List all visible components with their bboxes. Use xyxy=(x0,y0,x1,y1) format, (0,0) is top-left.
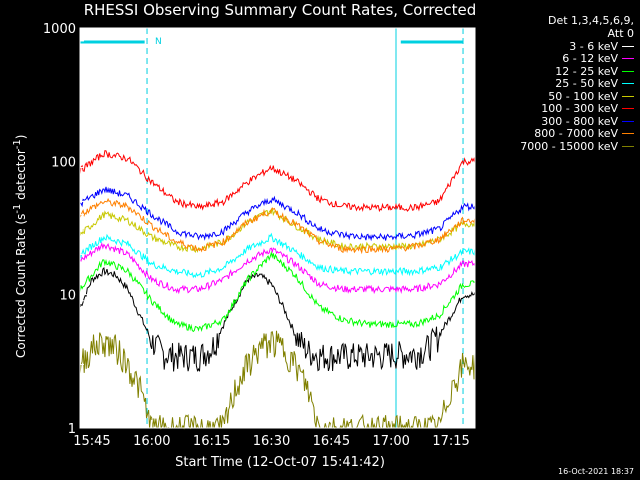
series-25-50keV-line xyxy=(79,232,476,279)
y-axis-label-exp-1: -1 xyxy=(12,203,23,214)
legend-swatch xyxy=(622,120,634,122)
legend-item: 3 - 6 keV xyxy=(474,40,634,53)
series-path xyxy=(79,242,476,295)
y-axis-label-part-1: Corrected Count Rate (s xyxy=(14,213,28,358)
series-path xyxy=(79,186,476,242)
legend-swatch xyxy=(622,108,634,110)
series-path xyxy=(79,232,476,279)
legend-label: 12 - 25 keV xyxy=(555,64,618,78)
series-path xyxy=(79,197,476,255)
series-3-6keV-line xyxy=(79,266,476,373)
legend-item: 12 - 25 keV xyxy=(474,65,634,78)
series-800-7000keV-line xyxy=(79,197,476,255)
series-100-300keV-line xyxy=(79,150,476,213)
legend-label: 25 - 50 keV xyxy=(555,77,618,91)
legend: Det 1,3,4,5,6,9, Att 0 3 - 6 keV 6 - 12 k… xyxy=(474,14,634,153)
series-path xyxy=(79,150,476,213)
legend-label: 100 - 300 keV xyxy=(541,102,618,116)
series-path xyxy=(79,250,476,333)
plot-frame xyxy=(79,27,476,429)
legend-swatch xyxy=(622,83,634,85)
legend-swatch xyxy=(622,95,634,97)
series-300-800keV-line xyxy=(79,186,476,242)
legend-item: 100 - 300 keV xyxy=(474,102,634,116)
series-6-12keV-line xyxy=(79,242,476,295)
y-axis-label: Corrected Count Rate (s-1 detector-1) xyxy=(12,134,28,358)
x-tick-label: 16:45 xyxy=(313,434,350,449)
series-path xyxy=(79,330,476,430)
legend-item: 50 - 100 keV xyxy=(474,90,634,103)
legend-swatch xyxy=(622,70,634,72)
x-tick-label: 17:15 xyxy=(432,434,469,449)
y-axis-label-part-2: detector xyxy=(14,149,28,204)
chart-title: RHESSI Observing Summary Count Rates, Co… xyxy=(83,1,477,19)
x-axis-label: Start Time (12-Oct-07 15:41:42) xyxy=(175,455,385,470)
x-tick-label: 15:45 xyxy=(73,434,110,449)
legend-swatch xyxy=(622,145,634,147)
legend-label: 6 - 12 keV xyxy=(562,52,618,66)
legend-label: 7000 - 15000 keV xyxy=(520,139,618,153)
series-path xyxy=(79,266,476,373)
y-axis-label-exp-2: -1 xyxy=(12,139,23,150)
legend-label: 3 - 6 keV xyxy=(569,39,618,53)
legend-swatch xyxy=(622,45,634,47)
plot-area xyxy=(80,28,475,428)
legend-header-line-2: Att 0 xyxy=(607,27,634,40)
legend-label: 800 - 7000 keV xyxy=(534,127,618,141)
x-tick-label: 17:00 xyxy=(372,434,409,449)
x-tick-label: 16:00 xyxy=(133,434,170,449)
y-tick-label: 10 xyxy=(59,289,76,304)
y-tick-label: 1000 xyxy=(43,22,76,37)
generation-timestamp: 16-Oct-2021 18:37 xyxy=(558,467,634,476)
series-12-25keV-line xyxy=(79,250,476,333)
y-axis-label-part-3: ) xyxy=(14,134,28,140)
legend-label: 50 - 100 keV xyxy=(548,89,618,103)
night-marker-label: N xyxy=(155,37,162,47)
x-tick-label: 16:30 xyxy=(253,434,290,449)
legend-item: 6 - 12 keV xyxy=(474,52,634,66)
legend-swatch xyxy=(622,58,634,60)
series-7000-15000keV-line xyxy=(79,330,476,430)
y-tick-label: 100 xyxy=(51,155,76,170)
legend-swatch xyxy=(622,133,634,135)
y-tick-label: 1 xyxy=(68,422,76,437)
x-tick-label: 16:15 xyxy=(193,434,230,449)
legend-item: 300 - 800 keV xyxy=(474,115,634,128)
legend-item: 25 - 50 keV xyxy=(474,77,634,91)
legend-item: 800 - 7000 keV xyxy=(474,127,634,141)
legend-header-line-1: Det 1,3,4,5,6,9, xyxy=(547,14,634,27)
legend-item: 7000 - 15000 keV xyxy=(474,140,634,153)
legend-label: 300 - 800 keV xyxy=(541,114,618,128)
